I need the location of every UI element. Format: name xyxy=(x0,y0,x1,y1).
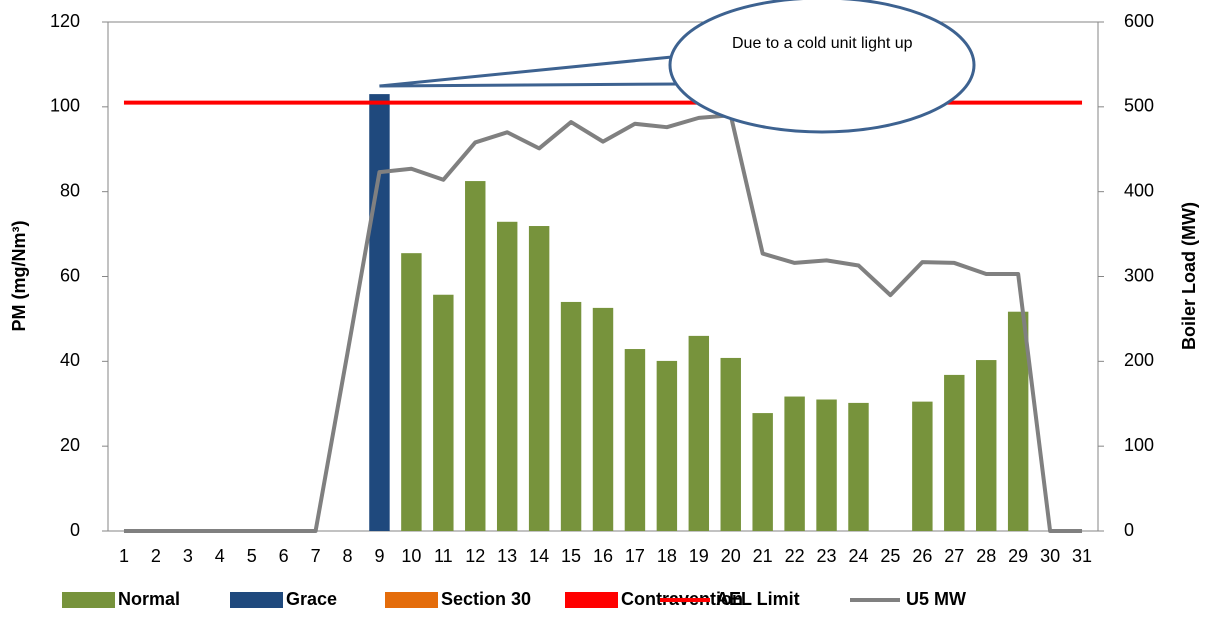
x-tick-label: 9 xyxy=(374,546,384,566)
bar xyxy=(784,396,805,531)
y2-tick-label: 200 xyxy=(1124,350,1154,370)
legend-label: Section 30 xyxy=(441,589,531,609)
y-tick-label: 120 xyxy=(50,11,80,31)
x-tick-label: 13 xyxy=(497,546,517,566)
x-tick-label: 23 xyxy=(817,546,837,566)
x-tick-label: 19 xyxy=(689,546,709,566)
y2-tick-label: 400 xyxy=(1124,180,1154,200)
callout xyxy=(668,0,976,134)
legend-label: U5 MW xyxy=(906,589,966,609)
x-tick-label: 4 xyxy=(215,546,225,566)
y2-tick-label: 100 xyxy=(1124,435,1154,455)
y-tick-label: 100 xyxy=(50,96,80,116)
x-tick-label: 27 xyxy=(944,546,964,566)
x-tick-label: 24 xyxy=(848,546,868,566)
x-tick-label: 1 xyxy=(119,546,129,566)
bar xyxy=(433,294,454,531)
annotation: Due to a cold unit light up xyxy=(732,35,913,52)
bar xyxy=(401,253,422,531)
annotation-box: Due to a cold unit light up xyxy=(732,35,913,52)
legend-label: Grace xyxy=(286,589,337,609)
legend-label: AEL Limit xyxy=(716,589,800,609)
bar xyxy=(528,226,550,531)
bar xyxy=(720,357,741,531)
bar xyxy=(976,360,997,531)
bar xyxy=(944,374,965,531)
x-tick-label: 11 xyxy=(434,546,453,566)
x-tick-label: 2 xyxy=(151,546,161,566)
x-tick-label: 6 xyxy=(279,546,289,566)
x-tick-label: 31 xyxy=(1072,546,1092,566)
y-tick-label: 20 xyxy=(60,435,80,455)
y2-tick-label: 300 xyxy=(1124,265,1154,285)
legend-swatch xyxy=(565,592,618,608)
bar xyxy=(496,221,518,531)
bar xyxy=(592,307,614,531)
x-tick-label: 5 xyxy=(247,546,257,566)
line xyxy=(123,113,1083,533)
y-tick-label: 40 xyxy=(60,350,80,370)
x-tick-label: 15 xyxy=(561,546,581,566)
bar xyxy=(752,413,773,531)
bar xyxy=(688,335,710,531)
x-tick-label: 3 xyxy=(183,546,193,566)
legend-swatch xyxy=(385,592,438,608)
bar xyxy=(369,94,390,531)
bar xyxy=(848,402,869,531)
x-tick-label: 29 xyxy=(1008,546,1028,566)
bar xyxy=(656,360,678,531)
y-tick-label: 0 xyxy=(70,520,80,540)
y2-axis-label: Boiler Load (MW) xyxy=(1179,202,1199,350)
bar xyxy=(1007,311,1029,531)
x-tick-label: 30 xyxy=(1040,546,1060,566)
x-tick-label: 20 xyxy=(721,546,741,566)
bar xyxy=(912,401,933,531)
y2-tick-label: 600 xyxy=(1124,11,1154,31)
x-tick-label: 18 xyxy=(657,546,677,566)
legend-swatch xyxy=(62,592,115,608)
callout-pointer xyxy=(379,55,681,88)
x-tick-label: 21 xyxy=(753,546,773,566)
bar xyxy=(624,349,646,531)
bar xyxy=(560,301,582,531)
x-tick-label: 16 xyxy=(593,546,613,566)
x-tick-label: 14 xyxy=(529,546,549,566)
x-tick-label: 10 xyxy=(401,546,421,566)
x-tick-label: 28 xyxy=(976,546,996,566)
x-tick-label: 26 xyxy=(912,546,932,566)
y-axis-label: PM (mg/Nm³) xyxy=(9,221,29,332)
x-tick-label: 8 xyxy=(343,546,353,566)
legend-swatch xyxy=(230,592,283,608)
x-tick-label: 25 xyxy=(880,546,900,566)
x-tick-label: 12 xyxy=(465,546,485,566)
y2-tick-label: 0 xyxy=(1124,520,1134,540)
bar xyxy=(816,399,837,531)
x-tick-label: 17 xyxy=(625,546,645,566)
legend-label: Normal xyxy=(118,589,180,609)
x-tick-label: 22 xyxy=(785,546,805,566)
y-tick-label: 80 xyxy=(60,180,80,200)
y-tick-label: 60 xyxy=(60,265,80,285)
x-tick-label: 7 xyxy=(311,546,321,566)
y2-tick-label: 500 xyxy=(1124,96,1154,116)
bar xyxy=(465,181,486,531)
